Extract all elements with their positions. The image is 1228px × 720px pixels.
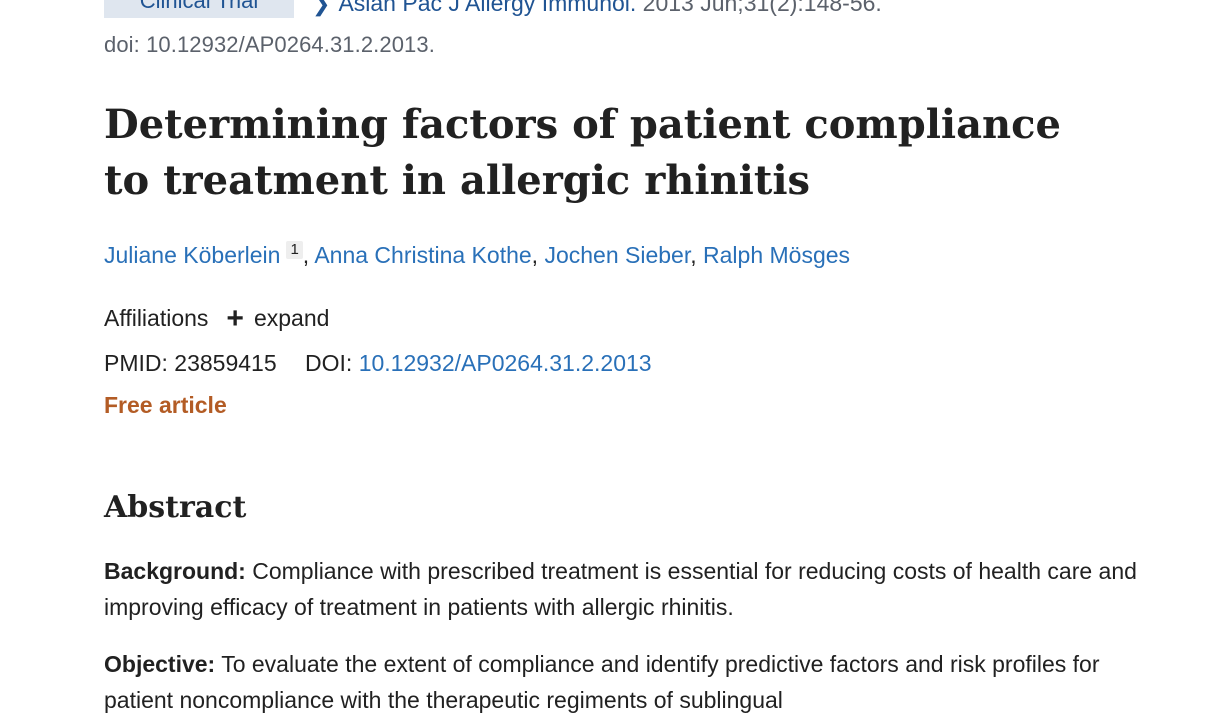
chevron-right-icon: ❯ bbox=[312, 0, 331, 16]
separator: , bbox=[531, 242, 545, 268]
plus-icon: + bbox=[226, 301, 244, 335]
identifiers: PMID: 23859415 DOI: 10.12932/AP0264.31.2… bbox=[104, 350, 652, 377]
affiliation-ref[interactable]: 1 bbox=[286, 241, 303, 259]
author-link[interactable]: Anna Christina Kothe bbox=[314, 242, 532, 268]
separator: , bbox=[690, 242, 704, 268]
publication-type-badge: Clinical Trial bbox=[104, 0, 294, 18]
expand-label: expand bbox=[253, 305, 330, 331]
abstract-heading: Abstract bbox=[104, 490, 247, 525]
abstract-objective: Objective: To evaluate the extent of com… bbox=[104, 646, 1164, 718]
section-label: Objective: bbox=[104, 651, 216, 677]
affiliations-row: Affiliations + expand bbox=[104, 301, 330, 335]
article-title: Determining factors of patient complianc… bbox=[104, 101, 1061, 204]
author-link[interactable]: Jochen Sieber bbox=[544, 242, 691, 268]
authors-list: Juliane Köberlein 1, Anna Christina Kothe… bbox=[104, 241, 851, 269]
abstract-background: Background: Compliance with prescribed t… bbox=[104, 553, 1164, 625]
author-link[interactable]: Juliane Köberlein bbox=[104, 242, 281, 268]
journal-link[interactable]: Asian Pac J Allergy Immunol. bbox=[338, 0, 637, 16]
citation-text: 2013 Jun;31(2):148-56. bbox=[636, 0, 882, 16]
pmid-value: 23859415 bbox=[174, 350, 277, 376]
author-link[interactable]: Ralph Mösges bbox=[703, 242, 851, 268]
citation-doi: doi: 10.12932/AP0264.31.2.2013. bbox=[104, 32, 435, 57]
journal-citation: ❯ Asian Pac J Allergy Immunol. 2013 Jun;3… bbox=[312, 0, 882, 17]
pmid-label: PMID: bbox=[104, 350, 168, 376]
affiliations-label: Affiliations bbox=[104, 305, 209, 331]
doi-label: DOI: bbox=[305, 350, 353, 376]
expand-affiliations-button[interactable]: + expand bbox=[226, 301, 330, 335]
separator: , bbox=[302, 242, 315, 268]
section-text: To evaluate the extent of compliance and… bbox=[104, 651, 1100, 713]
section-label: Background: bbox=[104, 558, 246, 584]
doi-link[interactable]: 10.12932/AP0264.31.2.2013 bbox=[358, 350, 652, 376]
free-article-link[interactable]: Free article bbox=[104, 392, 227, 418]
section-text: Compliance with prescribed treatment is … bbox=[104, 558, 1137, 620]
